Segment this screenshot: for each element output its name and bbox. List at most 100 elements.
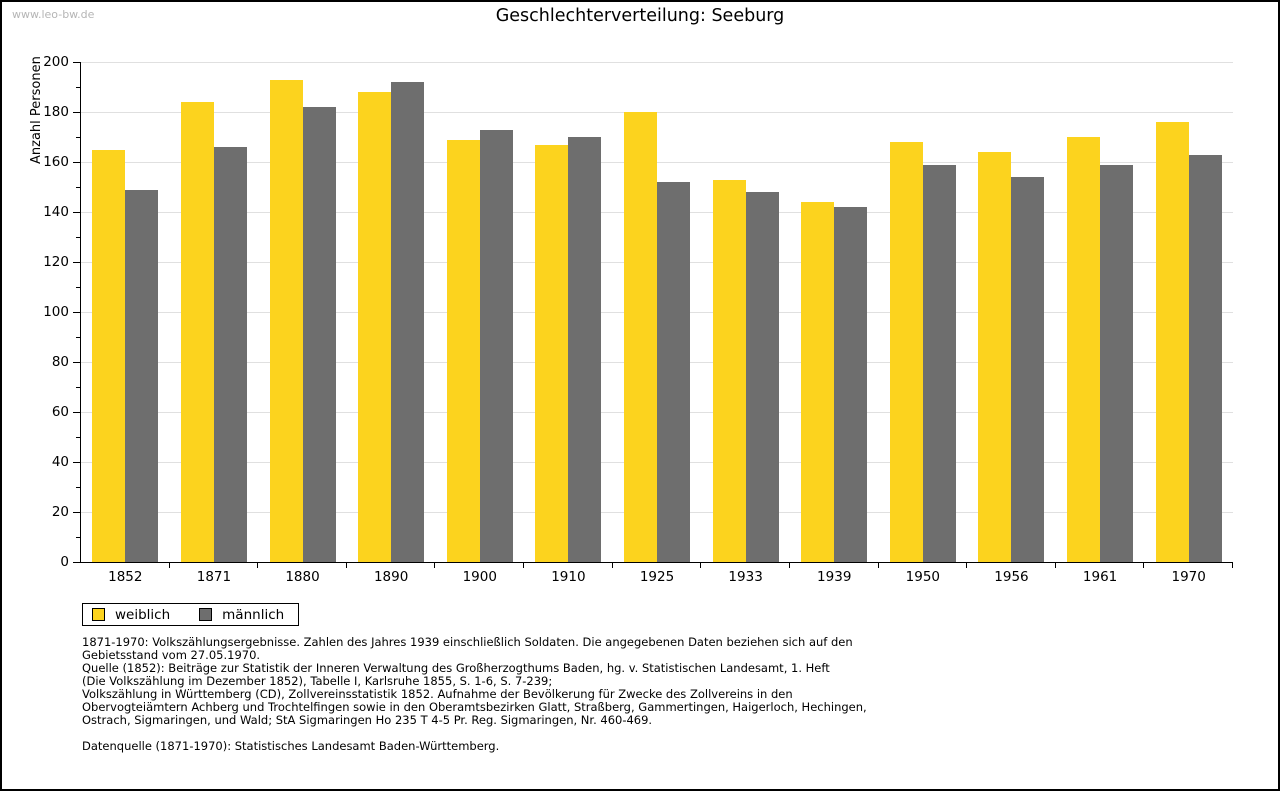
chart-title: Geschlechterverteilung: Seeburg [495,6,785,26]
y-tick-50 [76,437,81,438]
x-label-1950: 1950 [905,569,941,585]
x-boundary-tick-9 [878,562,879,568]
x-boundary-tick-13 [1232,562,1233,568]
x-label-1871: 1871 [196,569,232,585]
y-tick-90 [76,337,81,338]
x-label-1961: 1961 [1082,569,1118,585]
bar-weiblich-1956 [978,152,1012,562]
x-boundary-tick-7 [700,562,701,568]
y-tick-label-60: 60 [51,404,69,420]
y-tick-140 [73,212,81,213]
footnote-line-5: Volkszählung in Württemberg (CD), Zollve… [82,687,793,701]
x-label-1939: 1939 [817,569,852,585]
x-boundary-tick-6 [612,562,613,568]
x-boundary-tick-5 [523,562,524,568]
legend-label-weiblich: weiblich [115,606,171,623]
bar-männlich-1925 [657,182,690,562]
footnote-line-4: (Die Volkszählung im Dezember 1852), Tab… [82,674,553,688]
x-boundary-tick-10 [966,562,967,568]
y-tick-label-120: 120 [43,254,69,270]
y-tick-label-100: 100 [43,304,69,320]
legend-swatch-männlich [199,608,213,621]
y-tick-label-180: 180 [43,104,69,120]
legend-label-männlich: männlich [222,606,285,623]
footnote-line-2: Gebietsstand vom 27.05.1970. [82,648,261,662]
x-boundary-tick-4 [434,562,435,568]
legend: weiblich männlich [82,603,300,626]
y-tick-150 [76,187,81,188]
y-tick-label-20: 20 [51,504,69,520]
bar-weiblich-1961 [1067,137,1101,562]
x-boundary-tick-8 [789,562,790,568]
x-boundary-tick-12 [1143,562,1144,568]
bar-männlich-1939 [834,207,868,562]
bar-weiblich-1852 [92,149,126,562]
bar-weiblich-1970 [1155,122,1189,562]
bar-männlich-1852 [125,189,159,562]
x-label-1880: 1880 [285,569,320,585]
bar-männlich-1961 [1100,164,1134,562]
y-tick-120 [73,262,81,263]
y-tick-label-0: 0 [60,554,69,570]
x-boundary-tick-3 [346,562,347,568]
footnotes: 1871-1970: Volkszählungsergebnisse. Zahl… [82,636,867,753]
y-tick-10 [76,537,81,538]
bar-weiblich-1900 [446,139,480,562]
bar-männlich-1933 [745,192,779,562]
y-tick-110 [76,287,81,288]
y-tick-30 [76,487,81,488]
footnote-line-6: Obervogteiämtern Achberg und Trochtelfin… [82,700,867,714]
y-tick-160 [73,162,81,163]
x-label-1852: 1852 [108,569,143,585]
legend-item-weiblich: weiblich [92,607,170,623]
bar-männlich-1910 [568,137,602,562]
y-tick-60 [73,412,81,413]
y-tick-100 [73,312,81,313]
bar-männlich-1890 [391,82,425,562]
bar-männlich-1900 [479,129,513,562]
legend-item-männlich: männlich [199,607,284,623]
bar-weiblich-1880 [269,79,303,562]
y-tick-200 [73,62,81,63]
bar-männlich-1871 [213,147,247,562]
footnote-line-1: 1871-1970: Volkszählungsergebnisse. Zahl… [82,635,853,649]
y-tick-40 [73,462,81,463]
y-tick-70 [76,387,81,388]
footnote-lines: 1871-1970: Volkszählungsergebnisse. Zahl… [82,636,867,727]
y-tick-label-200: 200 [43,54,69,70]
legend-swatch-weiblich [92,608,105,621]
y-tick-80 [73,362,81,363]
y-tick-180 [73,112,81,113]
bar-männlich-1956 [1011,177,1045,562]
footnote-line-3: Quelle (1852): Beiträge zur Statistik de… [82,661,830,675]
gridline-160 [81,162,1233,163]
y-tick-label-140: 140 [43,204,69,220]
bar-männlich-1970 [1188,154,1222,562]
bar-weiblich-1890 [358,92,392,562]
x-boundary-tick-1 [169,562,170,568]
bar-weiblich-1950 [889,142,923,562]
x-boundary-tick-2 [257,562,258,568]
x-label-1925: 1925 [639,569,675,585]
bar-männlich-1950 [922,164,956,562]
x-label-1933: 1933 [728,569,763,585]
x-boundary-tick-11 [1055,562,1056,568]
y-tick-label-40: 40 [51,454,69,470]
x-label-1956: 1956 [994,569,1029,585]
datenquelle-line: Datenquelle (1871-1970): Statistisches L… [82,739,500,753]
y-tick-label-80: 80 [51,354,69,370]
y-tick-0 [73,562,81,563]
gridline-200 [81,62,1233,63]
y-tick-190 [76,87,81,88]
y-tick-170 [76,137,81,138]
bar-weiblich-1871 [180,102,214,562]
y-tick-label-160: 160 [43,154,69,170]
x-label-1970: 1970 [1171,569,1206,585]
bar-männlich-1880 [302,107,336,562]
x-label-1900: 1900 [462,569,497,585]
bar-weiblich-1925 [624,112,657,562]
y-tick-130 [76,237,81,238]
watermark-leo-bw: www.leo-bw.de [12,8,95,21]
bar-weiblich-1910 [535,144,569,562]
